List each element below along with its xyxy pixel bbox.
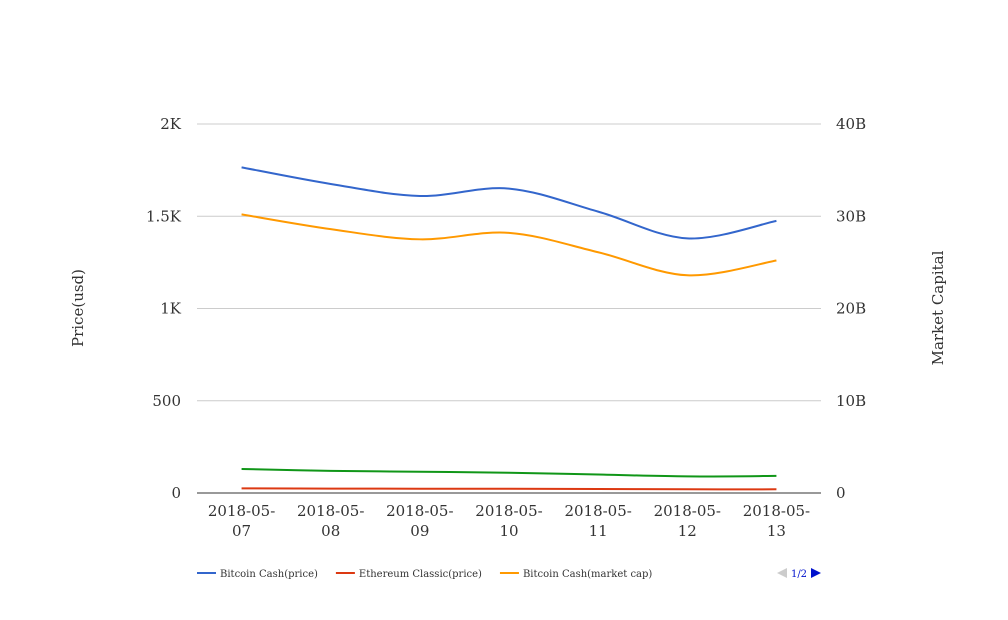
legend-label: Bitcoin Cash(price) <box>220 569 318 580</box>
series-line-3 <box>241 468 777 478</box>
series-line-0 <box>241 166 777 240</box>
legend-label: Ethereum Classic(price) <box>359 569 482 580</box>
x-tick-label: 2018-05-09 <box>386 502 453 540</box>
legend: Bitcoin Cash(price) Ethereum Classic(pric… <box>197 569 652 580</box>
left-tick-label: 0 <box>171 484 181 502</box>
left-tick-label: 2K <box>160 115 182 133</box>
x-tick-label: 2018-05-10 <box>475 502 542 540</box>
legend-pager: 1/2 <box>777 568 821 580</box>
series-lines <box>241 166 777 491</box>
x-tick-label: 2018-05-13 <box>743 502 810 540</box>
right-axis-ticks: 0 10B 20B 30B 40B <box>836 115 866 502</box>
x-axis-ticks: 2018-05-07 2018-05-08 2018-05-09 2018-05-10… <box>208 502 810 540</box>
left-tick-label: 500 <box>152 392 181 410</box>
left-axis-ticks: 0 500 1K 1.5K 2K <box>146 115 182 502</box>
gridlines <box>197 123 821 494</box>
right-tick-label: 20B <box>836 300 866 318</box>
legend-prev-arrow-icon[interactable] <box>777 568 787 578</box>
x-tick-label: 2018-05-11 <box>564 502 631 540</box>
left-tick-label: 1K <box>160 300 182 318</box>
right-tick-label: 40B <box>836 115 866 133</box>
right-tick-label: 10B <box>836 392 866 410</box>
left-axis-title: Price(usd) <box>69 269 87 347</box>
legend-label: Bitcoin Cash(market cap) <box>523 569 652 580</box>
right-tick-label: 0 <box>836 484 846 502</box>
right-tick-label: 30B <box>836 207 866 225</box>
left-tick-label: 1.5K <box>146 207 182 225</box>
legend-page-label: 1/2 <box>791 569 807 580</box>
series-line-2 <box>241 213 777 277</box>
x-tick-label: 2018-05-12 <box>654 502 721 540</box>
right-axis-title: Market Capital <box>929 250 947 365</box>
x-tick-label: 2018-05-08 <box>297 502 364 540</box>
x-tick-label: 2018-05-07 <box>208 502 275 540</box>
legend-next-arrow-icon[interactable] <box>811 568 821 578</box>
series-line-1 <box>241 487 777 491</box>
